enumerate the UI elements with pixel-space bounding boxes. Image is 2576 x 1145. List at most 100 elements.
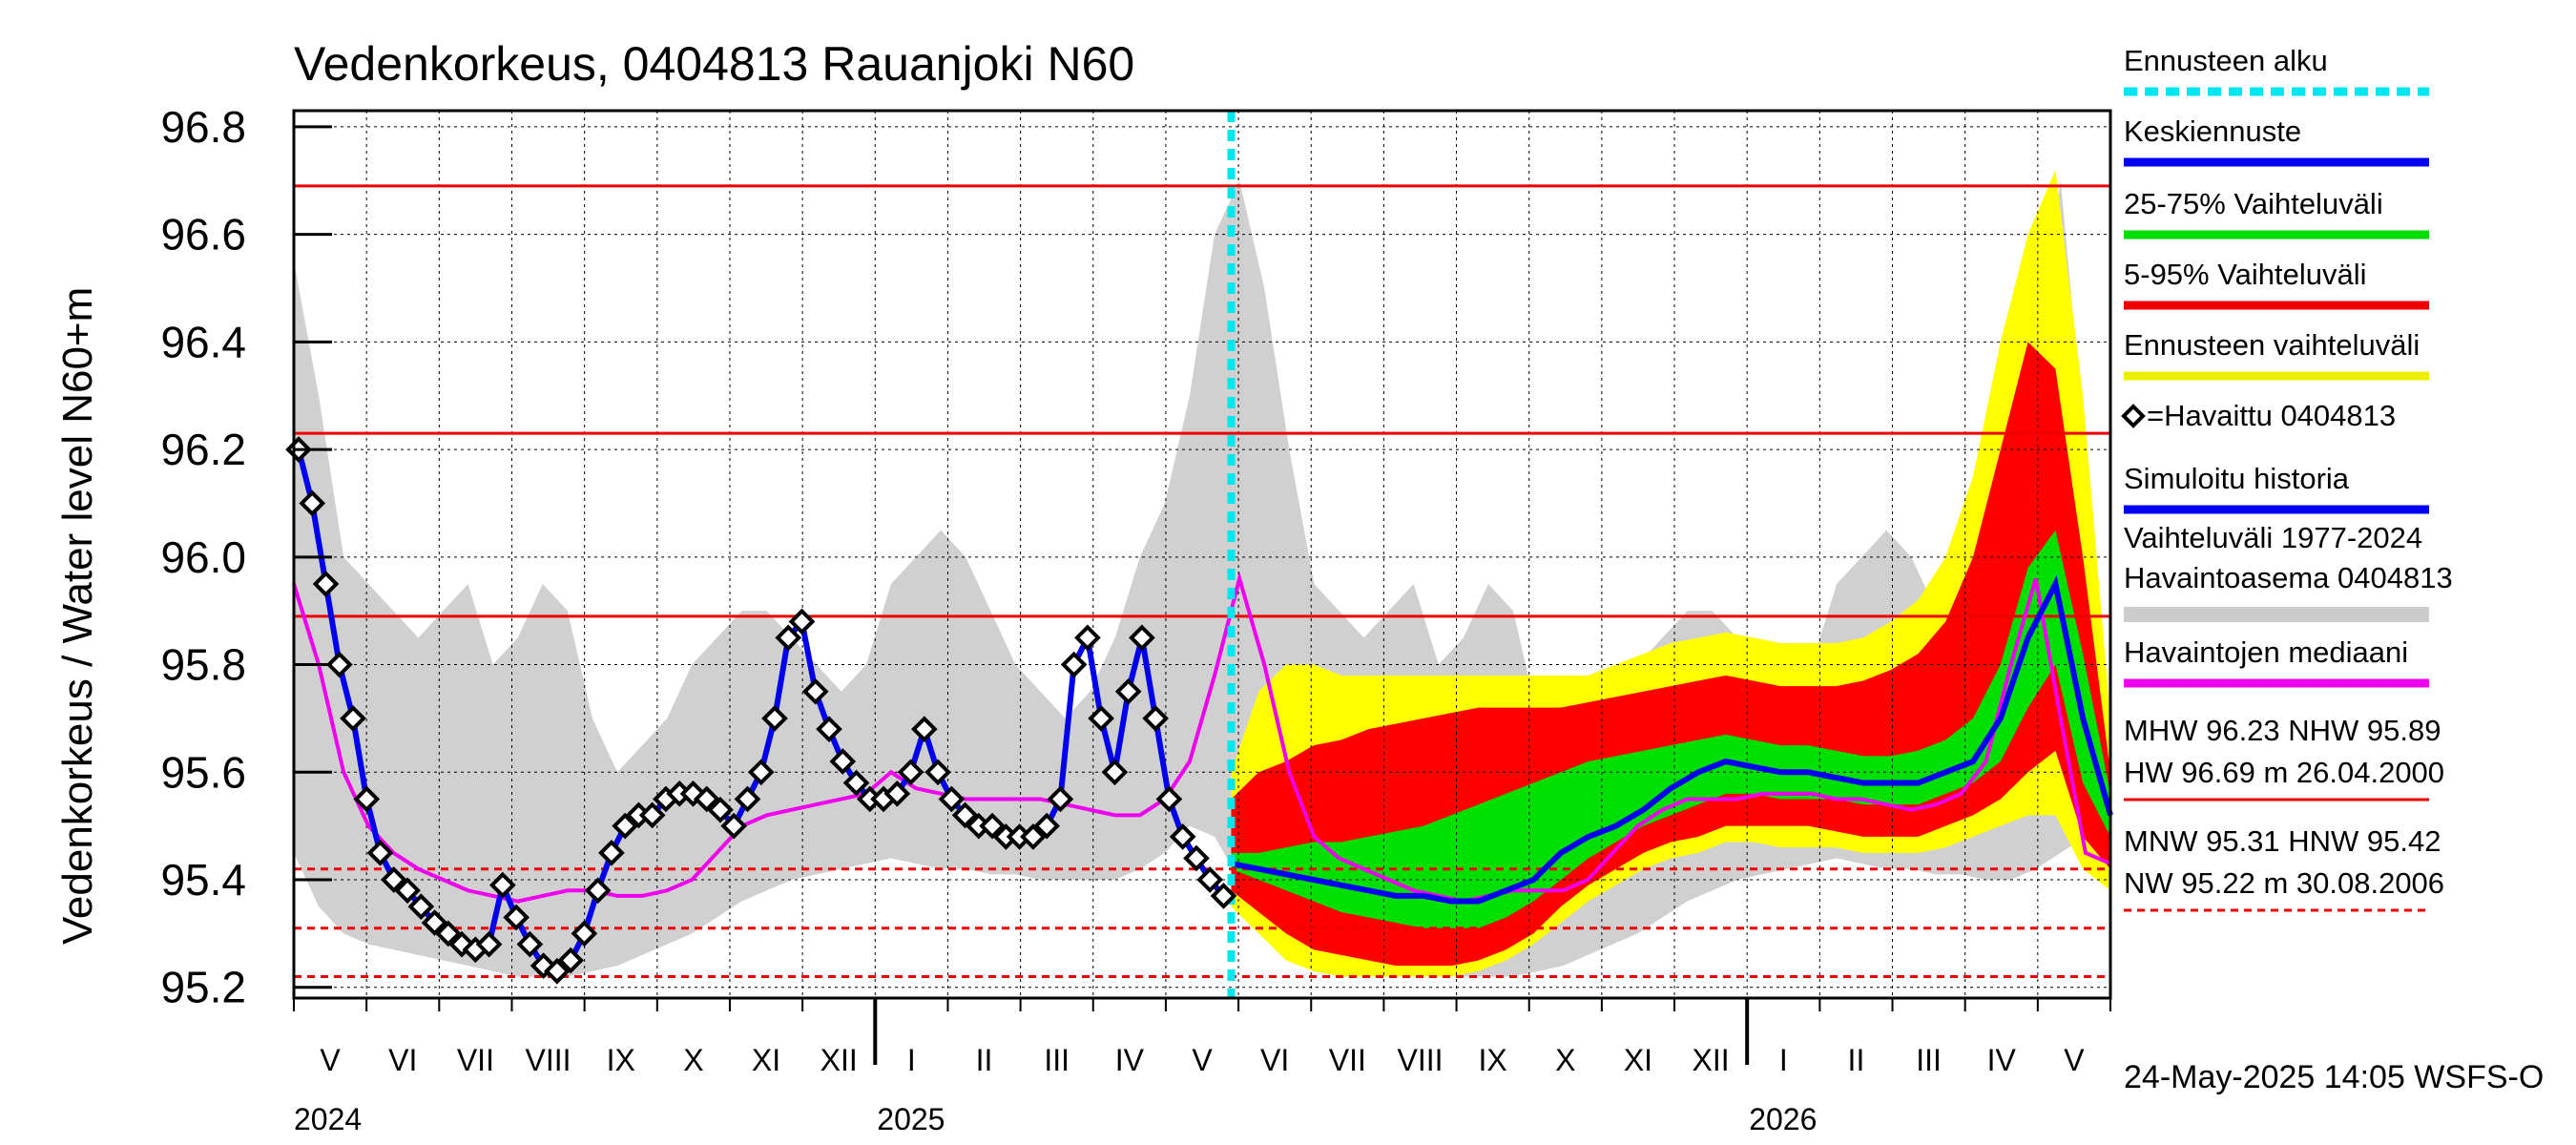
- observed-point: [829, 748, 857, 775]
- forecast-median-line: [1230, 575, 2113, 905]
- stats-mhw-nhw: MHW 96.23 NHW 95.89: [2124, 714, 2441, 747]
- month-label: I: [1779, 1043, 1788, 1077]
- observed-point: [1020, 823, 1047, 850]
- grid-layer: [294, 111, 2110, 998]
- y-tick-label: 96.4: [160, 317, 246, 366]
- observed-point: [489, 871, 516, 899]
- legend-label: Ennusteen alku: [2124, 44, 2328, 77]
- month-label: IV: [1115, 1043, 1145, 1077]
- observed-point: [598, 839, 625, 866]
- observed-point: [1114, 677, 1142, 705]
- legend: Ennusteen alku Keskiennuste 25-75% Vaihtel…: [2121, 44, 2453, 912]
- observed-point: [366, 839, 394, 866]
- observed-point: [475, 930, 503, 958]
- y-tick-label: 96.6: [160, 210, 246, 260]
- observed-point: [1060, 651, 1088, 678]
- observed-point: [1047, 785, 1074, 813]
- y-tick-label: 96.0: [160, 532, 246, 582]
- month-label: XI: [752, 1043, 780, 1077]
- month-label: VIII: [526, 1043, 571, 1077]
- month-label: V: [1192, 1043, 1213, 1077]
- observed-point: [340, 705, 366, 732]
- month-label: VI: [1260, 1043, 1289, 1077]
- observed-point: [299, 489, 326, 517]
- observed-markers-layer: [285, 436, 1237, 985]
- year-label: 2024: [294, 1102, 362, 1136]
- observed-point: [544, 957, 571, 985]
- observed-point: [1101, 759, 1129, 786]
- observed-point: [325, 651, 353, 678]
- y-tick-label: 96.2: [160, 425, 246, 474]
- legend-marker: [2121, 404, 2146, 428]
- observed-point: [707, 796, 734, 823]
- observed-point: [407, 893, 435, 921]
- legend-label: =Havaittu 0404813: [2147, 399, 2396, 432]
- legend-label: Keskiennuste: [2124, 114, 2301, 148]
- observed-point: [380, 866, 407, 893]
- observed-point: [1088, 705, 1114, 732]
- month-label: XII: [821, 1043, 858, 1077]
- observed-point: [951, 802, 979, 829]
- observed-point: [448, 930, 475, 958]
- y-tick-label: 95.4: [160, 855, 246, 905]
- footer-timestamp: 24-May-2025 14:05 WSFS-O: [2124, 1059, 2544, 1095]
- forecast-bands-layer: [1231, 170, 2110, 977]
- observed-point: [1142, 705, 1170, 732]
- month-label: IX: [607, 1043, 635, 1077]
- observed-point: [571, 920, 598, 947]
- plot-area: [285, 109, 2113, 1000]
- observed-point: [1210, 883, 1237, 909]
- observed-point: [761, 705, 788, 732]
- observed-point: [1169, 823, 1196, 850]
- month-label: III: [1916, 1043, 1942, 1077]
- month-label: III: [1044, 1043, 1070, 1077]
- observed-point: [924, 759, 951, 786]
- y-tick-label: 95.8: [160, 640, 246, 690]
- legend-label: Ennusteen vaihteluväli: [2124, 328, 2420, 362]
- y-axis: 95.2 95.4 95.6 95.8 96.0 96.2 96.4 96.6 96.8: [160, 102, 332, 1012]
- observed-point: [353, 785, 381, 813]
- month-label: X: [683, 1043, 703, 1077]
- month-label: I: [907, 1043, 916, 1077]
- observed-point: [434, 920, 462, 947]
- forecast-25-75-area: [1231, 530, 2110, 928]
- observed-point: [938, 785, 966, 813]
- y-tick-label: 95.6: [160, 747, 246, 797]
- observed-point: [557, 947, 584, 974]
- y-axis-label: Vedenkorkeus / Water level N60+m: [54, 287, 101, 945]
- legend-label: Havaintoasema 0404813: [2124, 561, 2453, 594]
- observed-point: [775, 624, 802, 652]
- month-label: VI: [388, 1043, 417, 1077]
- stats-nw: NW 95.22 m 30.08.2006: [2124, 866, 2444, 900]
- observed-point: [1183, 844, 1210, 872]
- observed-point: [1196, 866, 1224, 893]
- legend-label: 5-95% Vaihteluväli: [2124, 258, 2366, 291]
- month-label: VII: [1329, 1043, 1366, 1077]
- chart-title: Vedenkorkeus, 0404813 Rauanjoki N60: [294, 37, 1134, 91]
- observed-point: [1033, 812, 1060, 840]
- observed-point: [788, 608, 816, 635]
- observed-point: [638, 802, 666, 829]
- observed-point: [1155, 785, 1183, 813]
- observed-point: [612, 812, 638, 840]
- month-label: XI: [1624, 1043, 1652, 1077]
- legend-label: Havaintojen mediaani: [2124, 635, 2408, 669]
- forecast-5-95-area: [1231, 342, 2110, 967]
- month-label: VII: [457, 1043, 494, 1077]
- month-label: V: [320, 1043, 341, 1077]
- observed-point: [720, 812, 748, 840]
- legend-label: Vaihteluväli 1977-2024: [2124, 521, 2422, 554]
- y-tick-label: 95.2: [160, 963, 246, 1012]
- y-tick-label: 96.8: [160, 102, 246, 152]
- stats-mnw-hnw: MNW 95.31 HNW 95.42: [2124, 824, 2441, 858]
- observed-point: [734, 785, 761, 813]
- observed-point: [816, 716, 842, 743]
- month-label: X: [1555, 1043, 1575, 1077]
- month-label: II: [1848, 1043, 1865, 1077]
- stats-hw: HW 96.69 m 26.04.2000: [2124, 756, 2444, 789]
- legend-label: 25-75% Vaihteluväli: [2124, 187, 2383, 220]
- observed-point: [394, 877, 421, 905]
- month-label: IV: [1987, 1043, 2017, 1077]
- observed-point: [1074, 624, 1101, 652]
- observed-point: [516, 930, 544, 958]
